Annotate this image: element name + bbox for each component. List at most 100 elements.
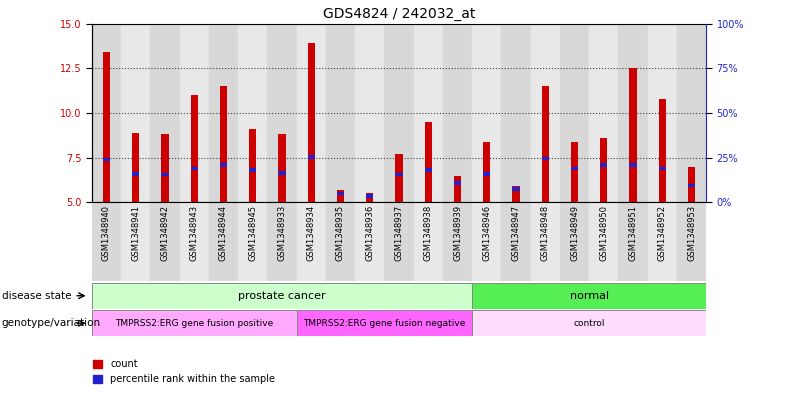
Text: GSM1348948: GSM1348948 xyxy=(541,205,550,261)
Text: GSM1348943: GSM1348943 xyxy=(190,205,199,261)
Text: GSM1348953: GSM1348953 xyxy=(687,205,696,261)
Text: GSM1348942: GSM1348942 xyxy=(160,205,169,261)
Bar xyxy=(132,133,140,202)
Bar xyxy=(395,154,403,202)
Bar xyxy=(560,24,589,202)
Bar xyxy=(279,171,286,174)
Bar xyxy=(238,24,267,202)
Bar xyxy=(618,202,648,281)
Bar xyxy=(249,169,256,172)
Bar xyxy=(92,202,121,281)
Bar xyxy=(542,86,549,202)
Bar xyxy=(454,176,461,202)
Text: GSM1348937: GSM1348937 xyxy=(394,205,404,261)
Bar xyxy=(355,202,385,281)
Text: GSM1348941: GSM1348941 xyxy=(131,205,140,261)
Bar xyxy=(92,283,472,309)
Bar xyxy=(501,24,531,202)
Bar xyxy=(267,202,297,281)
Bar xyxy=(571,141,579,202)
Text: GSM1348951: GSM1348951 xyxy=(629,205,638,261)
Bar xyxy=(531,202,560,281)
Bar xyxy=(150,202,180,281)
Bar xyxy=(425,122,432,202)
Bar xyxy=(600,163,607,167)
Bar xyxy=(589,24,618,202)
Bar xyxy=(92,310,297,336)
Bar xyxy=(395,173,403,176)
Text: GSM1348945: GSM1348945 xyxy=(248,205,257,261)
Bar xyxy=(512,187,519,191)
Text: GSM1348950: GSM1348950 xyxy=(599,205,608,261)
Bar xyxy=(571,167,579,170)
Text: GSM1348934: GSM1348934 xyxy=(306,205,316,261)
Bar xyxy=(180,202,209,281)
Bar xyxy=(297,202,326,281)
Text: prostate cancer: prostate cancer xyxy=(238,291,326,301)
Text: GSM1348946: GSM1348946 xyxy=(482,205,492,261)
Bar xyxy=(483,172,491,176)
Text: GSM1348936: GSM1348936 xyxy=(365,205,374,261)
Bar xyxy=(180,24,209,202)
Bar xyxy=(531,24,560,202)
Bar xyxy=(677,202,706,281)
Bar xyxy=(589,202,618,281)
Bar xyxy=(443,24,472,202)
Text: GSM1348933: GSM1348933 xyxy=(278,205,286,261)
Bar xyxy=(249,129,256,202)
Bar xyxy=(238,202,267,281)
Bar xyxy=(385,202,413,281)
Bar xyxy=(366,195,373,198)
Text: GSM1348938: GSM1348938 xyxy=(424,205,433,261)
Text: normal: normal xyxy=(570,291,609,301)
Bar xyxy=(483,141,491,202)
Bar xyxy=(688,167,695,202)
Text: GSM1348935: GSM1348935 xyxy=(336,205,345,261)
Text: GSM1348952: GSM1348952 xyxy=(658,205,667,261)
Bar xyxy=(600,138,607,202)
Bar xyxy=(454,181,461,185)
Bar xyxy=(209,24,238,202)
Bar xyxy=(355,24,385,202)
Bar xyxy=(413,24,443,202)
Bar xyxy=(307,155,315,159)
Bar xyxy=(512,186,519,202)
Bar xyxy=(630,68,637,202)
Bar xyxy=(297,310,472,336)
Title: GDS4824 / 242032_at: GDS4824 / 242032_at xyxy=(323,7,475,21)
Bar xyxy=(560,202,589,281)
Text: genotype/variation: genotype/variation xyxy=(2,318,101,328)
Bar xyxy=(688,184,695,187)
Bar xyxy=(191,95,198,202)
Text: TMPRSS2:ERG gene fusion negative: TMPRSS2:ERG gene fusion negative xyxy=(303,319,465,328)
Bar xyxy=(630,163,637,167)
Bar xyxy=(542,157,549,160)
Bar xyxy=(472,202,501,281)
Bar xyxy=(103,158,110,161)
Bar xyxy=(326,24,355,202)
Text: GSM1348944: GSM1348944 xyxy=(219,205,228,261)
Bar xyxy=(366,193,373,202)
Bar xyxy=(267,24,297,202)
Bar xyxy=(425,169,432,172)
Bar xyxy=(132,172,140,176)
Bar xyxy=(385,24,413,202)
Bar xyxy=(103,52,110,202)
Bar xyxy=(337,190,344,202)
Bar xyxy=(501,202,531,281)
Text: GSM1348949: GSM1348949 xyxy=(570,205,579,261)
Bar xyxy=(307,43,315,202)
Bar xyxy=(648,202,677,281)
Bar xyxy=(472,24,501,202)
Text: GSM1348939: GSM1348939 xyxy=(453,205,462,261)
Bar xyxy=(326,202,355,281)
Bar xyxy=(413,202,443,281)
Bar xyxy=(472,283,706,309)
Bar xyxy=(161,134,168,202)
Bar xyxy=(209,202,238,281)
Bar xyxy=(279,134,286,202)
Text: TMPRSS2:ERG gene fusion positive: TMPRSS2:ERG gene fusion positive xyxy=(115,319,273,328)
Bar xyxy=(121,24,150,202)
Bar xyxy=(297,24,326,202)
Legend: count, percentile rank within the sample: count, percentile rank within the sample xyxy=(93,359,275,384)
